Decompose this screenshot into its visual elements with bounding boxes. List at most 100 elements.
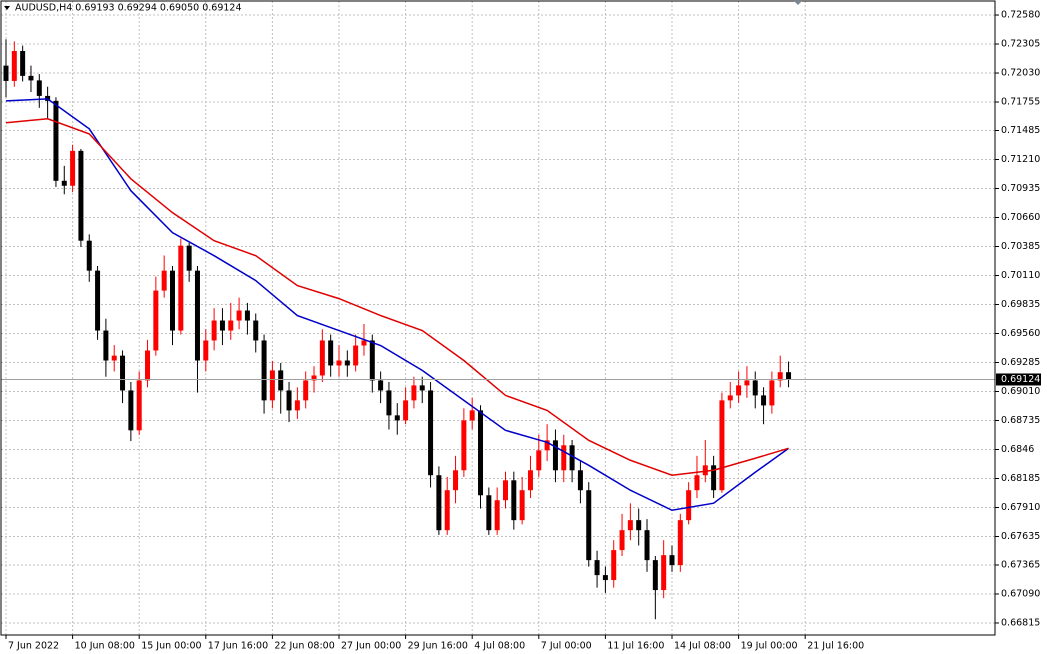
x-tick-label: 10 Jun 08:00: [75, 641, 135, 652]
candle-body: [278, 370, 284, 391]
y-tick-label: 0.70935: [1001, 183, 1040, 194]
candle-body: [120, 355, 126, 391]
axes: 0.72580 0.72305 0.72030 0.71755 0.71485 0.712…: [5, 10, 1041, 652]
candle-body: [777, 372, 783, 381]
y-tick-label: 0.67635: [1001, 531, 1040, 542]
candle-body: [186, 245, 192, 271]
candle-body: [269, 370, 275, 401]
candle-body: [178, 245, 184, 331]
candle-body: [294, 400, 300, 411]
candle-body: [527, 470, 533, 491]
candle-body: [244, 310, 250, 321]
x-tick-label: 7 Jun 2022: [8, 641, 59, 652]
y-tick-label: 0.70385: [1001, 241, 1040, 252]
candle-body: [136, 380, 142, 431]
y-tick-label: 0.67910: [1001, 502, 1040, 513]
candle-body: [369, 340, 375, 381]
y-tick-label: 0.71755: [1001, 97, 1040, 108]
candle-body: [61, 180, 67, 186]
candle-body: [328, 340, 334, 366]
candle-body: [36, 80, 42, 96]
last-price-label: 0.69124: [1001, 374, 1040, 385]
candle-body: [378, 380, 384, 391]
candle-body: [78, 150, 84, 241]
y-tick-label: 0.69010: [1001, 386, 1040, 397]
x-tick-label: 29 Jun 16:00: [408, 641, 468, 652]
y-tick-label: 0.71485: [1001, 125, 1040, 136]
y-tick-label: 0.6846: [1001, 444, 1034, 455]
candle-body: [719, 400, 725, 491]
candle-body: [669, 555, 675, 566]
candle-body: [494, 500, 500, 531]
candle-body: [303, 380, 309, 401]
candle-body: [486, 495, 492, 531]
candle-body: [103, 330, 109, 361]
candle-body: [95, 270, 101, 331]
candle-body: [428, 390, 434, 476]
candle-body: [361, 340, 367, 346]
candle-body: [711, 465, 717, 491]
x-tick-label: 14 Jul 08:00: [674, 641, 731, 652]
candle-body: [261, 340, 267, 401]
candle-body: [194, 270, 200, 361]
candle-body: [461, 420, 467, 471]
candle-body: [169, 270, 175, 331]
y-tick-label: 0.69560: [1001, 328, 1040, 339]
candle-body: [286, 390, 292, 411]
x-tick-label: 11 Jul 16:00: [607, 641, 664, 652]
candle-body: [20, 50, 26, 76]
y-tick-label: 0.67365: [1001, 559, 1040, 570]
candle-body: [228, 320, 234, 331]
candle-body: [602, 575, 608, 581]
candle-body: [3, 65, 9, 81]
candle-body: [744, 380, 750, 386]
plot-frame: [0, 0, 996, 636]
candle-body: [203, 340, 209, 361]
candle-body: [111, 355, 117, 361]
moving-average: [5, 98, 789, 512]
grid: [1, 1, 995, 635]
candle-body: [469, 410, 475, 421]
candle-body: [694, 475, 700, 491]
y-tick-label: 0.69285: [1001, 357, 1040, 368]
candle-body: [411, 385, 417, 401]
moving-average: [5, 118, 789, 476]
y-tick-label: 0.68185: [1001, 473, 1040, 484]
y-tick-label: 0.72030: [1001, 68, 1040, 79]
candle-body: [386, 390, 392, 416]
candle-body: [644, 530, 650, 561]
x-tick-label: 7 Jul 00:00: [541, 641, 592, 652]
candle-body: [478, 410, 484, 496]
candle-body: [686, 490, 692, 521]
candle-body: [511, 480, 517, 521]
candle-body: [627, 520, 633, 531]
candle-body: [86, 240, 92, 271]
y-tick-label: 0.70110: [1001, 270, 1040, 281]
candle-body: [253, 320, 259, 341]
candle-body: [403, 400, 409, 421]
candle-body: [736, 385, 742, 396]
candle-body: [344, 360, 350, 366]
candle-body: [453, 470, 459, 491]
candle-body: [586, 490, 592, 561]
candle-body: [11, 50, 17, 81]
candle-body: [444, 490, 450, 531]
x-tick-label: 21 Jul 16:00: [807, 641, 864, 652]
candle-body: [611, 550, 617, 581]
x-tick-label: 27 Jun 00:00: [341, 641, 401, 652]
candle-body: [28, 75, 34, 81]
x-tick-label: 17 Jun 16:00: [208, 641, 268, 652]
candle-body: [336, 360, 342, 366]
candle-body: [652, 560, 658, 591]
candle-body: [70, 150, 76, 186]
candle-body: [552, 440, 558, 471]
candle-body: [544, 440, 550, 451]
candle-body: [769, 380, 775, 406]
candle-body: [219, 320, 225, 331]
y-tick-label: 0.72305: [1001, 39, 1040, 50]
last-price-box: [996, 373, 1041, 386]
x-tick-label: 19 Jul 00:00: [741, 641, 798, 652]
candle-body: [619, 530, 625, 551]
plot: [1, 39, 995, 620]
